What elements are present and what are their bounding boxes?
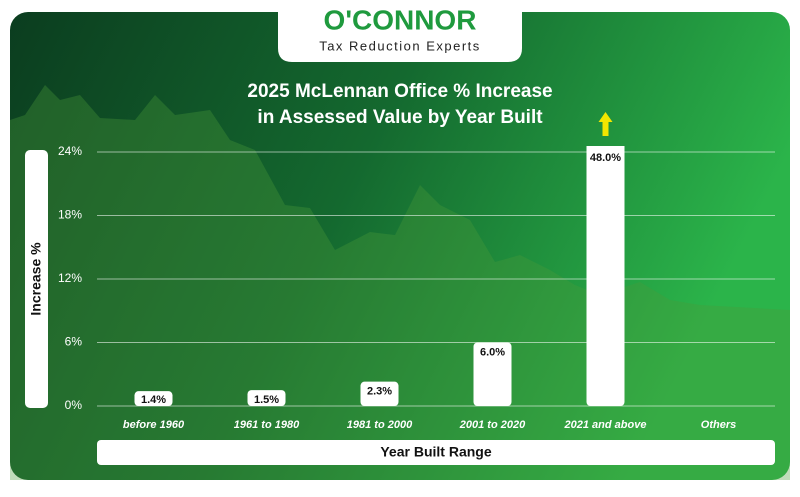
chart-title: 2025 McLennan Office % Increase [247, 81, 552, 102]
x-tick-label: before 1960 [123, 419, 185, 431]
value-label: 2.3% [367, 386, 392, 398]
bar-group [134, 391, 173, 406]
logo-box [278, 0, 522, 62]
x-tick-label: 2001 to 2020 [459, 419, 526, 431]
x-axis-label: Year Built Range [380, 444, 491, 460]
y-tick-label: 12% [58, 271, 82, 285]
overflow-arrow [598, 112, 613, 136]
logo-tagline: Tax Reduction Experts [319, 38, 481, 53]
y-tick-label: 24% [58, 144, 82, 158]
value-label: 1.4% [141, 394, 166, 406]
value-label: 1.5% [254, 394, 279, 406]
x-tick-label: 1981 to 2000 [347, 419, 413, 431]
bar [134, 391, 173, 406]
bar [586, 146, 625, 406]
y-tick-label: 6% [65, 335, 83, 349]
bar [473, 342, 512, 406]
logo-name: O'CONNOR [324, 4, 477, 35]
bar [247, 390, 286, 406]
bar [360, 381, 399, 406]
bar-group [586, 146, 625, 406]
y-tick-label: 0% [65, 398, 83, 412]
x-tick-label: 2021 and above [564, 419, 647, 431]
value-label: 48.0% [590, 152, 621, 164]
bar-group [360, 381, 399, 406]
x-label-box [97, 440, 775, 465]
bar-group [473, 342, 512, 406]
bar-group [247, 390, 286, 406]
y-axis-label: Increase % [28, 242, 44, 316]
y-tick-label: 18% [58, 208, 82, 222]
x-tick-label: Others [701, 419, 736, 431]
value-label: 6.0% [480, 346, 505, 358]
chart-title: in Assessed Value by Year Built [257, 107, 543, 128]
x-tick-label: 1961 to 1980 [234, 419, 300, 431]
y-label-box [25, 150, 48, 408]
